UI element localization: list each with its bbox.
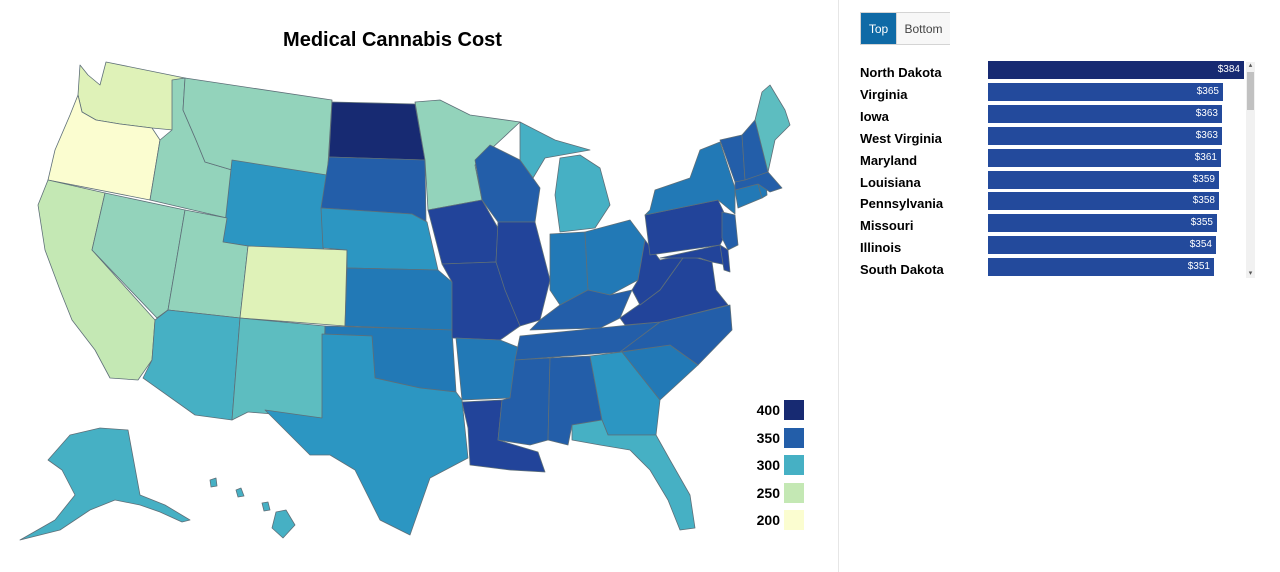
ranking-state-name: Louisiana	[860, 174, 921, 190]
ranking-value: $363	[1195, 107, 1218, 119]
ranking-scrollbar[interactable]: ▴ ▾	[1246, 62, 1255, 278]
state-wyoming[interactable]	[222, 159, 328, 259]
ranking-bar: $363	[988, 104, 1222, 123]
state-michigan[interactable]	[519, 121, 611, 233]
legend-item: 400	[746, 398, 816, 426]
state-alaska[interactable]	[19, 427, 191, 541]
ranking-row: Iowa $363	[860, 104, 1244, 127]
legend-swatch	[784, 510, 804, 530]
ranking-state-name: Illinois	[860, 240, 902, 256]
legend-label: 300	[756, 457, 780, 473]
scroll-up-icon[interactable]: ▴	[1248, 62, 1253, 69]
ranking-bar: $355	[988, 214, 1217, 233]
ranking-state-name: Pennsylvania	[860, 196, 944, 212]
ranking-row: West Virginia $363	[860, 126, 1244, 149]
ranking-row: Pennsylvania $358	[860, 192, 1244, 214]
ranking-bar: $361	[988, 148, 1221, 167]
legend-item: 250	[746, 481, 816, 509]
ranking-row: Virginia $365	[860, 82, 1244, 105]
ranking-state-name: Maryland	[860, 152, 918, 168]
map-title: Medical Cannabis Cost	[283, 29, 502, 51]
top-tab-button[interactable]: Top	[861, 13, 896, 44]
state-maryland[interactable]	[659, 244, 727, 266]
state-arizona[interactable]	[142, 309, 241, 421]
ranking-value: $384	[1217, 64, 1240, 75]
ranking-state-name: West Virginia	[860, 130, 942, 146]
state-maine[interactable]	[754, 84, 791, 173]
ranking-row: North Dakota $384	[860, 61, 1244, 83]
ranking-bar: $354	[988, 236, 1216, 255]
state-new-jersey[interactable]	[721, 211, 739, 251]
state-wisconsin[interactable]	[474, 144, 541, 223]
legend-swatch	[784, 427, 804, 448]
ranking-value: $354	[1189, 239, 1212, 251]
legend-label: 250	[756, 484, 780, 501]
ranking-value: $355	[1190, 217, 1213, 229]
legend-item: 200	[746, 508, 816, 536]
legend-swatch	[784, 455, 804, 475]
ranking-bar: $365	[988, 82, 1223, 101]
ranking-bar: $384	[988, 61, 1244, 79]
ranking-value: $351	[1187, 261, 1210, 273]
ranking-bar: $351	[988, 258, 1214, 277]
state-north-dakota[interactable]	[328, 101, 426, 161]
panel-divider	[838, 0, 839, 572]
legend-label: 200	[756, 512, 780, 528]
ranking-row: South Dakota $351	[860, 258, 1244, 278]
ranking-state-name: Missouri	[860, 218, 914, 234]
color-legend: 400 350 300 250 200	[746, 398, 816, 536]
state-new-mexico[interactable]	[231, 317, 326, 421]
ranking-bar: $363	[988, 126, 1222, 145]
ranking-value: $359	[1192, 173, 1215, 185]
state-texas[interactable]	[264, 333, 469, 536]
legend-item: 350	[746, 426, 816, 454]
ranking-row: Missouri $355	[860, 214, 1244, 236]
legend-swatch	[784, 482, 804, 503]
state-iowa[interactable]	[427, 199, 499, 265]
state-florida[interactable]	[571, 419, 696, 531]
state-illinois[interactable]	[495, 221, 551, 327]
ranking-state-name: South Dakota	[860, 262, 944, 278]
state-new-york[interactable]	[644, 141, 736, 216]
ranking-state-name: North Dakota	[860, 65, 942, 80]
state-delaware[interactable]	[719, 244, 731, 273]
legend-item: 300	[746, 453, 816, 481]
ranking-list[interactable]: North Dakota $384 Virginia $365 Iowa $363 West…	[860, 60, 1256, 278]
ranking-row: Louisiana $359	[860, 170, 1244, 193]
scroll-down-icon[interactable]: ▾	[1248, 270, 1253, 277]
ranking-bar: $358	[988, 192, 1219, 211]
top-bottom-toggle: Top Bottom	[860, 12, 950, 45]
state-kansas[interactable]	[344, 267, 453, 331]
ranking-value: $363	[1195, 129, 1218, 141]
legend-swatch	[784, 400, 804, 420]
ranking-panel: Top Bottom	[860, 12, 1260, 45]
state-arkansas[interactable]	[455, 337, 521, 401]
ranking-value: $358	[1192, 195, 1215, 207]
scroll-thumb[interactable]	[1247, 72, 1254, 110]
ranking-value: $361	[1194, 151, 1217, 163]
ranking-value: $365	[1196, 85, 1219, 97]
legend-label: 400	[756, 402, 780, 418]
ranking-row: Illinois $354	[860, 236, 1244, 258]
legend-label: 350	[756, 429, 780, 446]
map-panel: Medical Cannabis Cost 400 350 300 250 20…	[19, 29, 816, 541]
state-colorado[interactable]	[239, 245, 348, 327]
us-choropleth-map	[19, 61, 791, 541]
ranking-state-name: Virginia	[860, 86, 908, 102]
ranking-state-name: Iowa	[860, 108, 889, 124]
ranking-bar: $359	[988, 170, 1219, 189]
ranking-row: Maryland $361	[860, 148, 1244, 171]
state-hawaii[interactable]	[209, 477, 296, 539]
bottom-tab-button[interactable]: Bottom	[896, 13, 950, 44]
